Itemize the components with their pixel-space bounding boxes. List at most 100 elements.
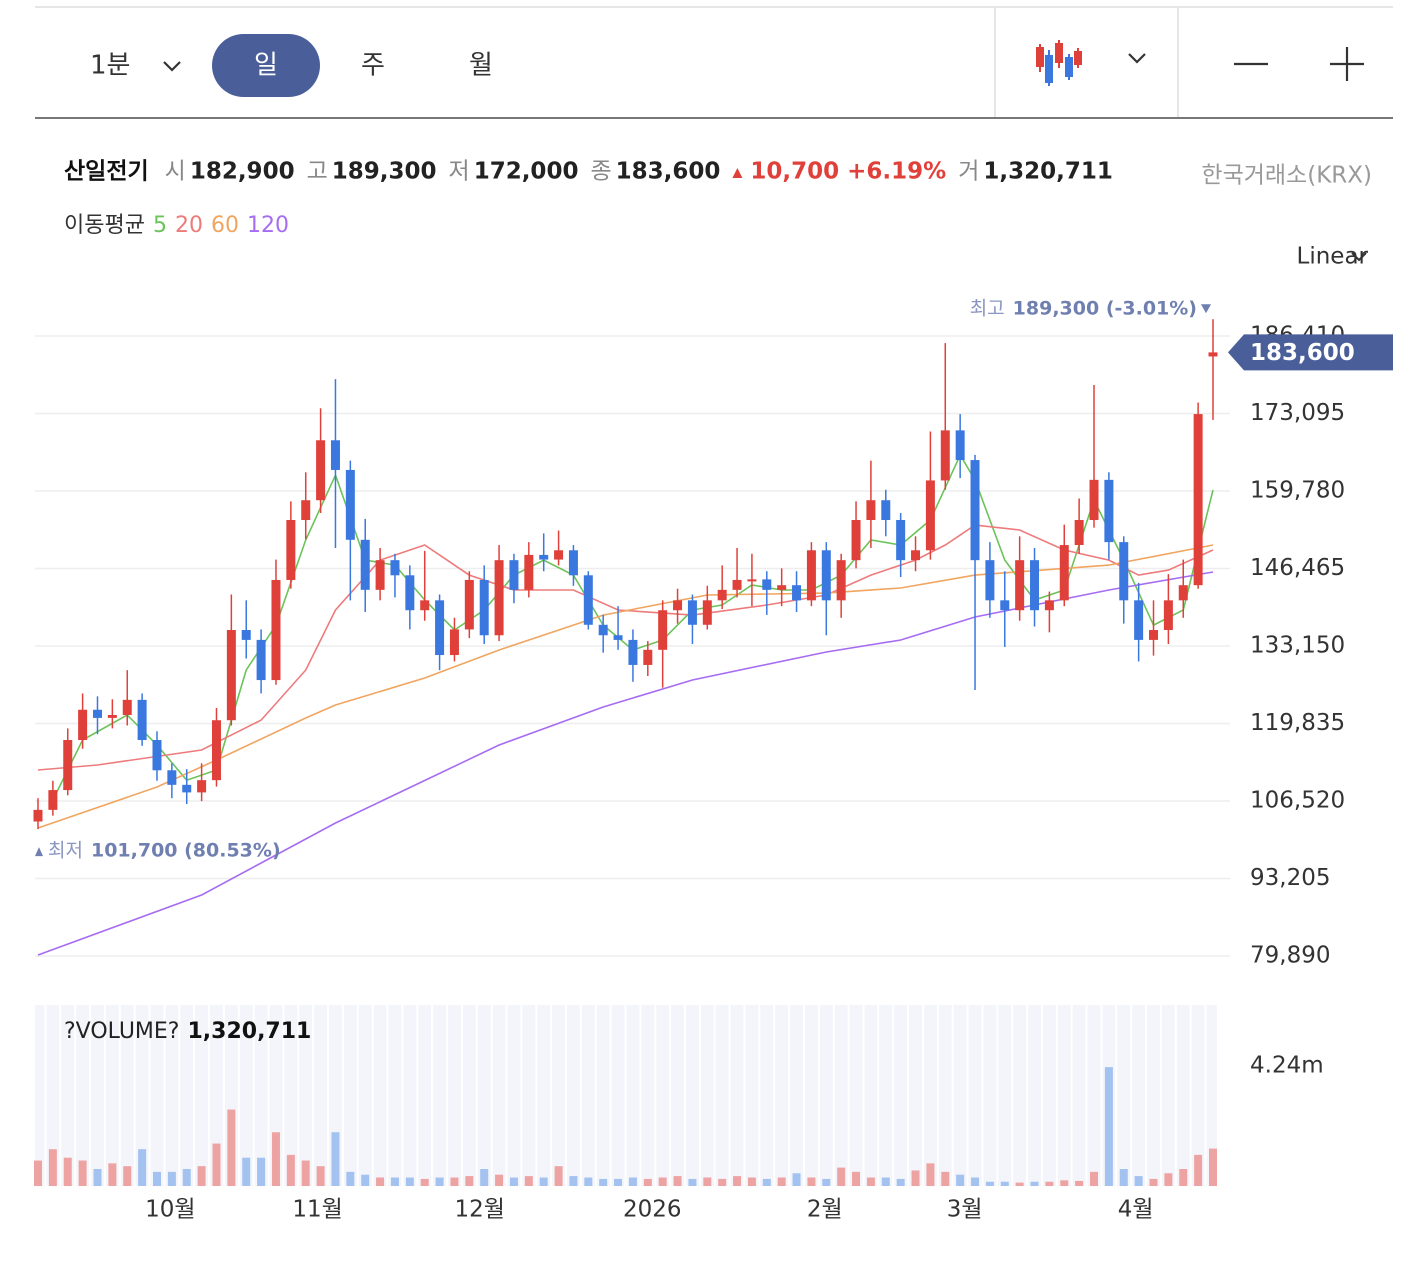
y-tick-label: 146,465 — [1250, 555, 1345, 581]
volume-bar — [316, 1166, 325, 1186]
candle-body — [628, 639, 638, 665]
candle-body — [836, 560, 846, 601]
candle-body — [911, 550, 921, 561]
ma-legend-label: 이동평균 — [64, 213, 145, 238]
volume-bar — [123, 1166, 132, 1186]
volume-bar — [93, 1169, 102, 1186]
candle-body — [241, 630, 251, 640]
interval-minute[interactable]: 1분 — [90, 51, 130, 81]
candle-body — [316, 440, 326, 501]
volume-bar — [688, 1178, 697, 1186]
y-tick-label: 93,205 — [1250, 865, 1330, 891]
y-tick-label: 119,835 — [1250, 710, 1345, 736]
candle-body — [271, 579, 281, 681]
candle-body — [1193, 414, 1203, 586]
candle-body — [197, 780, 207, 793]
candle-body — [78, 709, 88, 741]
volume-bar — [152, 1171, 161, 1186]
volume-bar — [420, 1178, 429, 1186]
volume-bar — [167, 1171, 176, 1186]
candle-body — [792, 585, 802, 601]
candle-body — [583, 575, 593, 625]
volume-bar — [63, 1157, 72, 1186]
candle-body — [866, 500, 876, 521]
x-tick-label: 4월 — [1118, 1197, 1154, 1223]
candle-body — [1178, 585, 1188, 601]
candle-body — [48, 790, 58, 810]
candle-body — [1089, 479, 1099, 521]
volume-bar — [509, 1177, 518, 1186]
zoom-in[interactable] — [1330, 47, 1364, 81]
min-marker — [35, 847, 43, 857]
candle-body — [211, 720, 221, 781]
candle-body — [420, 600, 430, 611]
quote-label: 종 — [590, 159, 611, 185]
candle-body — [449, 629, 459, 656]
quote-label: 거 — [958, 159, 979, 185]
volume-last: 1,320,711 — [187, 1019, 311, 1044]
volume-bar — [435, 1177, 444, 1186]
x-tick-label: 2월 — [807, 1197, 843, 1223]
volume-bar — [673, 1176, 682, 1186]
volume-bar — [1194, 1154, 1203, 1186]
volume-tick-label: 4.24m — [1250, 1052, 1324, 1078]
candle-body — [137, 699, 147, 741]
interval-week[interactable]: 주 — [361, 51, 385, 81]
candle-body — [762, 579, 772, 590]
interval-day[interactable]: 일 — [254, 51, 278, 81]
volume-bar — [524, 1176, 533, 1186]
chart-type-icon[interactable] — [1036, 40, 1082, 86]
volume-bar — [807, 1177, 816, 1186]
ma-legend-item: 60 — [211, 213, 239, 238]
candle-body — [896, 520, 906, 561]
candle-body — [360, 539, 370, 590]
candle-body — [1208, 352, 1218, 357]
chevron[interactable] — [1351, 252, 1367, 262]
change-pct: +6.19% — [847, 159, 946, 185]
volume-bar — [866, 1177, 875, 1186]
candle-body — [568, 550, 578, 576]
volume-bar — [643, 1178, 652, 1186]
candle-body — [1163, 600, 1173, 631]
volume-bar — [985, 1181, 994, 1186]
candle-body — [479, 579, 489, 636]
volume-bar — [495, 1174, 504, 1186]
candle-body — [747, 579, 757, 582]
volume-bar — [405, 1177, 414, 1186]
interval-day-pill[interactable] — [212, 34, 320, 97]
candle-body — [985, 560, 995, 601]
candle-body — [494, 560, 504, 636]
candle-body — [1134, 600, 1144, 640]
interval-month[interactable]: 월 — [469, 51, 493, 81]
candle-body — [539, 554, 549, 560]
max-label: 최고 — [970, 298, 1005, 320]
candle-body — [63, 740, 73, 791]
candle-body — [732, 579, 742, 590]
volume-title: ?VOLUME? — [64, 1019, 179, 1044]
ma-legend-item: 5 — [153, 213, 167, 238]
chevron[interactable] — [163, 61, 181, 72]
volume-bar — [480, 1169, 489, 1186]
scale-mode[interactable]: Linear — [1297, 244, 1369, 270]
volume-bar — [1209, 1148, 1217, 1186]
candle-body — [152, 740, 162, 771]
candle-body — [658, 610, 668, 650]
candle-body — [301, 500, 311, 521]
volume-bar — [762, 1178, 771, 1186]
volume-bar — [658, 1177, 667, 1186]
volume-bar — [584, 1177, 593, 1186]
stock-name: 산일전기 — [64, 159, 149, 185]
volume-bar — [881, 1177, 890, 1186]
volume-bar — [1149, 1178, 1158, 1186]
candle-body — [524, 554, 534, 590]
candle-body — [167, 770, 177, 785]
chevron[interactable] — [1128, 53, 1146, 64]
volume-bar — [554, 1166, 563, 1186]
candle-body — [702, 600, 712, 625]
quote-label: 저 — [449, 159, 470, 185]
volume-bar — [628, 1177, 637, 1186]
x-tick-label: 2026 — [623, 1197, 682, 1223]
volume-bar — [78, 1160, 87, 1186]
x-tick-label: 10월 — [145, 1197, 195, 1223]
